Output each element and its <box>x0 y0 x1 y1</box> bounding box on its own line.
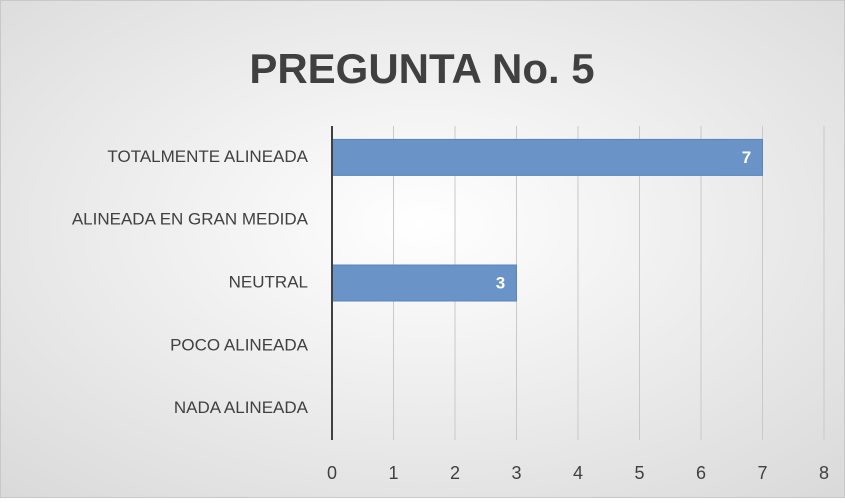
y-tick-label: TOTALMENTE ALINEADA <box>107 147 308 166</box>
bar <box>331 264 517 302</box>
x-tick-label: 0 <box>327 463 337 483</box>
x-tick-label: 4 <box>573 463 583 483</box>
data-label: 7 <box>742 148 751 167</box>
y-tick-label: NADA ALINEADA <box>174 398 309 417</box>
chart-title: PREGUNTA No. 5 <box>249 45 594 92</box>
x-tick-label: 8 <box>819 463 829 483</box>
x-tick-label: 2 <box>450 463 460 483</box>
y-tick-label: ALINEADA EN GRAN MEDIDA <box>72 210 309 229</box>
x-tick-label: 6 <box>696 463 706 483</box>
x-tick-label: 3 <box>511 463 521 483</box>
data-label: 3 <box>496 273 505 292</box>
y-tick-label: NEUTRAL <box>229 272 308 291</box>
x-tick-label: 1 <box>388 463 398 483</box>
bar <box>331 138 763 176</box>
x-tick-label: 5 <box>634 463 644 483</box>
x-tick-label: 7 <box>757 463 767 483</box>
y-tick-label: POCO ALINEADA <box>170 335 309 354</box>
